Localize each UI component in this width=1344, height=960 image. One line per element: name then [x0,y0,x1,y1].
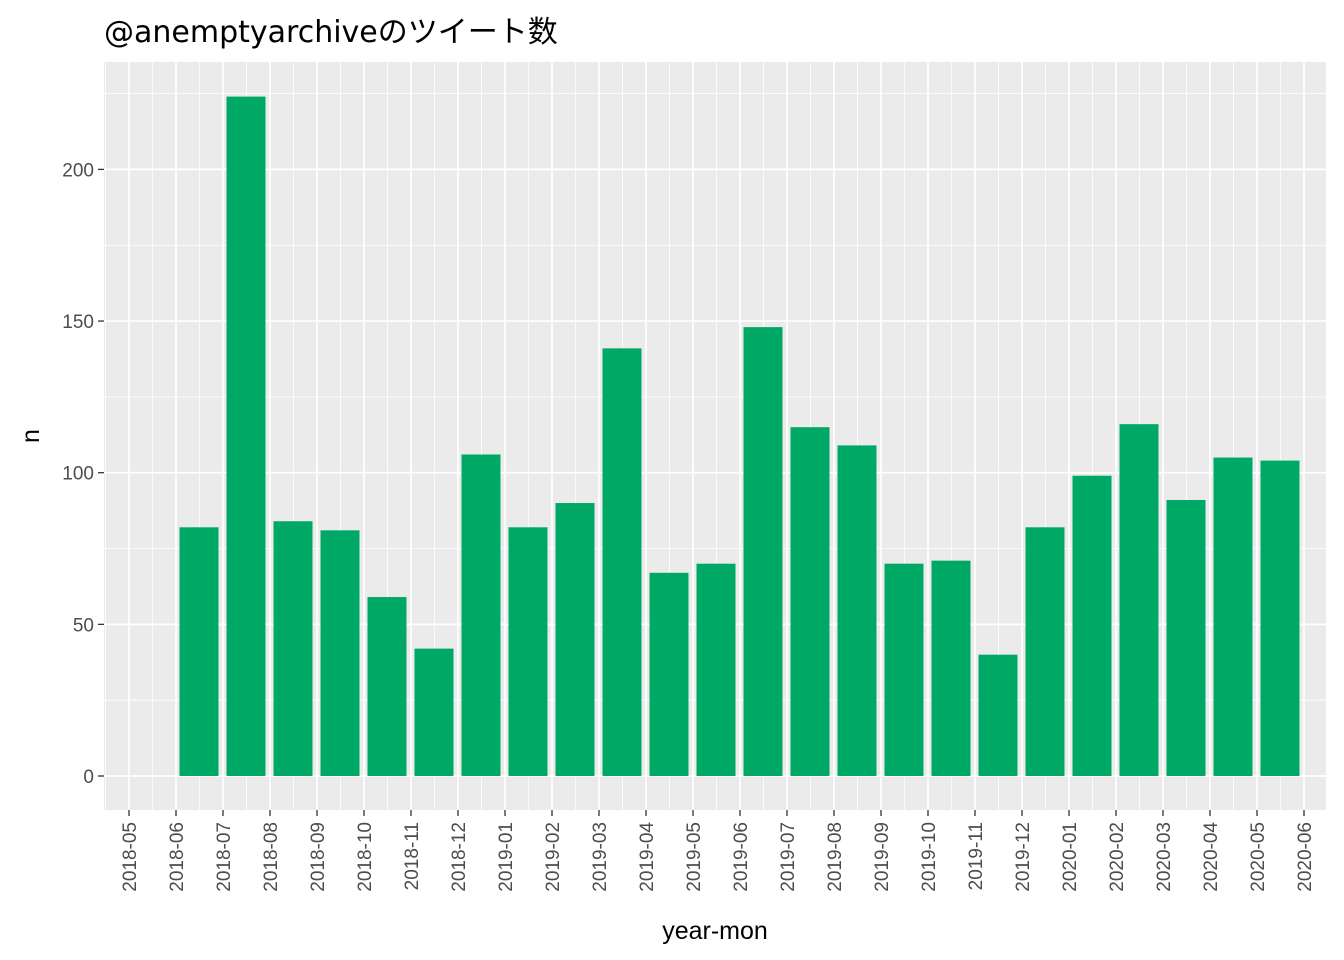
x-tick-label: 2019-07 [778,822,799,892]
x-tick-label: 2019-08 [825,822,846,892]
x-tick-label: 2018-09 [308,822,329,892]
bar [179,527,219,776]
x-tick-label: 2019-10 [919,822,940,892]
bar [461,454,501,776]
bar [1213,457,1253,776]
y-tick-label: 100 [62,464,94,485]
bar [367,597,407,776]
x-tick-label: 2019-11 [966,822,987,890]
x-tick-label: 2018-12 [449,822,470,892]
x-tick-label: 2018-05 [120,822,141,892]
x-axis: 2018-05 2018-06 2018-07 2018-08 2018-09 2018-… [120,810,1316,892]
bar [696,563,736,776]
bar [978,654,1018,776]
bar [555,503,595,776]
bar [837,445,877,776]
bar [884,563,924,776]
bar [1072,475,1112,776]
chart-title: @anemptyarchiveのツイート数 [104,15,558,50]
x-tick-label: 2020-02 [1107,822,1128,892]
bar [743,327,783,776]
y-tick-label: 50 [73,615,94,636]
x-tick-label: 2019-03 [590,822,611,892]
x-tick-label: 2020-01 [1060,822,1081,892]
bar [1025,527,1065,776]
y-axis: 0 50 100 150 200 [62,160,104,788]
x-tick-label: 2019-04 [637,822,658,892]
bar [1260,460,1300,776]
x-tick-label: 2018-07 [214,822,235,892]
x-tick-label: 2019-02 [543,822,564,892]
bar [931,560,971,776]
bar [226,96,266,776]
x-tick-label: 2020-06 [1295,822,1316,892]
bar [1166,499,1206,776]
bar [602,348,642,776]
x-tick-label: 2020-03 [1154,822,1175,892]
x-tick-label: 2019-06 [731,822,752,892]
y-axis-title: n [17,429,45,443]
x-tick-label: 2018-08 [261,822,282,892]
bar [320,530,360,776]
x-tick-label: 2018-11 [402,822,423,890]
x-axis-title: year-mon [662,917,768,945]
bar [649,572,689,776]
bar [414,648,454,776]
x-tick-label: 2018-10 [355,822,376,892]
bar [508,527,548,776]
bar [273,521,313,776]
bar [790,427,830,776]
x-tick-label: 2020-04 [1201,822,1222,892]
x-tick-label: 2020-05 [1248,822,1269,892]
x-tick-label: 2019-01 [496,822,517,892]
y-tick-label: 200 [62,160,94,181]
x-tick-label: 2019-05 [684,822,705,892]
x-tick-label: 2018-06 [167,822,188,892]
x-tick-label: 2019-12 [1013,822,1034,892]
bars [179,96,1300,776]
x-tick-label: 2019-09 [872,822,893,892]
y-tick-label: 150 [62,312,94,333]
y-tick-label: 0 [83,767,94,788]
bar [1119,424,1159,776]
